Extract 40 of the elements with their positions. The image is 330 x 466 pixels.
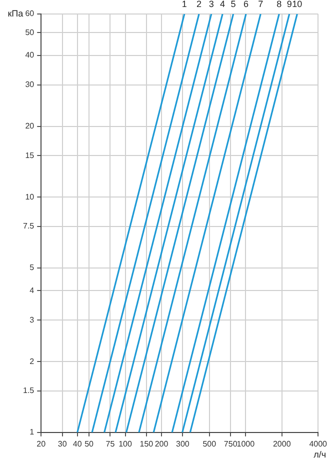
y-tick-label: 10: [25, 192, 35, 202]
series-label: 8: [276, 0, 282, 9]
y-tick-label: 5: [30, 263, 35, 272]
y-tick-label: 60: [25, 9, 35, 18]
x-tick-label: 30: [58, 439, 68, 448]
y-tick-label: 50: [25, 28, 35, 37]
x-tick-label: 500: [202, 439, 217, 448]
series-label: 4: [220, 0, 226, 9]
y-tick-label: 30: [25, 80, 35, 90]
x-tick-label: 2000: [272, 439, 292, 448]
series-label: 7: [258, 0, 264, 9]
y-tick-label: 20: [25, 121, 35, 130]
y-tick-label: 1: [30, 428, 35, 437]
x-tick-label: 40: [72, 439, 82, 448]
y-tick-label: 15: [25, 150, 35, 160]
y-tick-label: 3: [30, 315, 35, 324]
y-tick-label: 1.5: [22, 386, 35, 396]
series-label: 3: [208, 0, 214, 9]
x-tick-label: 200: [154, 439, 169, 448]
series-label: 10: [292, 0, 302, 9]
series-label: 6: [243, 0, 249, 9]
y-tick-label: 40: [25, 50, 35, 60]
x-tick-label: 50: [84, 439, 94, 448]
y-tick-label: 4: [30, 286, 35, 295]
y-axis-title: кПа: [8, 8, 24, 18]
x-tick-label: 1000: [236, 439, 256, 448]
series-label: 5: [230, 0, 236, 9]
series-label: 2: [196, 0, 202, 9]
x-tick-label: 20: [36, 439, 46, 448]
x-tick-label: 100: [118, 439, 132, 448]
y-tick-label: 2: [30, 356, 35, 366]
x-tick-label: 150: [140, 439, 154, 448]
x-tick-label: 75: [106, 439, 116, 448]
series-label: 1: [182, 0, 187, 9]
x-tick-label: 750: [224, 439, 238, 448]
series-label: 9: [286, 0, 292, 9]
x-tick-label: 4000: [309, 439, 328, 448]
x-axis-title: л/ч: [314, 449, 326, 460]
y-tick-label: 7.5: [22, 222, 35, 231]
x-tick-label: 300: [176, 439, 190, 448]
